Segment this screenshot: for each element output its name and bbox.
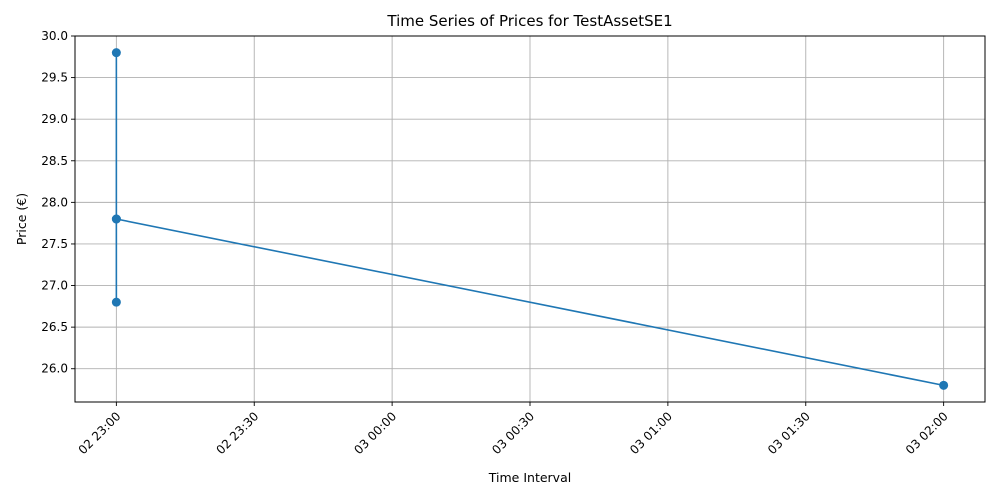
x-axis-label: Time Interval [488, 470, 571, 485]
y-tick-label: 27.5 [41, 237, 68, 251]
y-axis-label: Price (€) [14, 193, 29, 245]
x-tick-label: 03 01:30 [765, 409, 813, 457]
grid [75, 35, 985, 402]
x-tick-label: 03 02:00 [903, 409, 951, 457]
chart-title: Time Series of Prices for TestAssetSE1 [386, 12, 672, 30]
data-point [939, 380, 949, 390]
y-tick-label: 28.5 [41, 154, 68, 168]
axis-ticks: 02 23:00 02 23:30 03 00:00 03 00:30 03 01:00… [41, 29, 950, 457]
data-point [111, 297, 121, 307]
y-tick-label: 26.5 [41, 320, 68, 334]
y-tick-label: 29.5 [41, 71, 68, 85]
y-tick-label: 29.0 [41, 112, 68, 126]
x-tick-label: 03 00:30 [489, 409, 537, 457]
x-tick-label: 03 01:00 [627, 409, 675, 457]
y-tick-label: 28.0 [41, 195, 68, 209]
y-tick-label: 26.0 [41, 362, 68, 376]
x-tick-label: 02 23:00 [76, 409, 124, 457]
x-tick-label: 03 00:00 [351, 409, 399, 457]
data-point [111, 214, 121, 224]
y-tick-label: 27.0 [41, 279, 68, 293]
data-point [111, 48, 121, 58]
series-layer [111, 48, 949, 390]
y-tick-label: 30.0 [41, 29, 68, 43]
x-tick-label: 02 23:30 [214, 409, 262, 457]
